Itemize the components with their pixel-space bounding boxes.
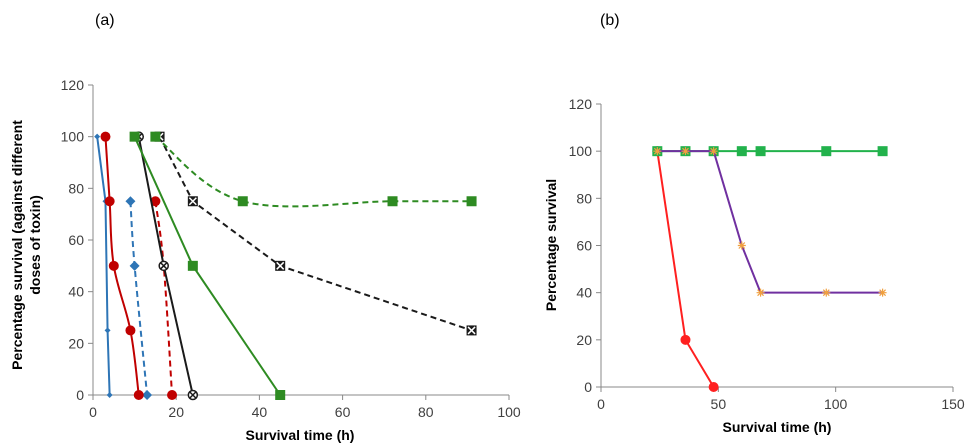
panel-a-series-7 xyxy=(129,131,286,400)
panel-a-series-1 xyxy=(94,133,113,398)
panel-a-series-3-point xyxy=(104,196,115,207)
panel-a-y-tick-label: 40 xyxy=(68,284,84,300)
panel-a-series-8-point xyxy=(237,196,248,207)
panel-a-y-tick-label: 60 xyxy=(68,232,84,248)
panel-a-label: (a) xyxy=(95,12,115,29)
panel-a-x-tick-label: 100 xyxy=(497,404,521,420)
panel-a-series-2-point xyxy=(129,260,140,271)
panel-b-y-tick-label: 80 xyxy=(576,190,592,206)
panel-a-series-2-point xyxy=(142,390,153,400)
panel-a-series-4-point xyxy=(167,390,178,400)
panel-a-series-6-line xyxy=(158,136,472,332)
panel-a-series-1-point xyxy=(106,392,113,398)
panel-a-series-6 xyxy=(154,131,477,336)
panel-b-axes: 0 50 100 150 0 20 40 60 80 100 120 xyxy=(569,96,965,412)
panel-a-series-3-point xyxy=(108,260,119,271)
panel-a-series-3 xyxy=(100,131,144,400)
panel-b-series-3 xyxy=(653,147,887,297)
panel-a-series-7-point xyxy=(187,260,198,271)
panel-a-chart: (a) 0 20 40 60 80 100 0 20 40 60 80 100 120 Survival… xyxy=(9,12,521,443)
panel-b-series-3-point xyxy=(756,288,765,297)
panel-b-x-tick-label: 150 xyxy=(941,396,965,412)
panel-b-chart: (b) 0 50 100 150 0 20 40 60 80 100 120 Survival ti… xyxy=(543,12,965,435)
panel-b-y-tick-label: 20 xyxy=(576,332,592,348)
panel-b-series xyxy=(652,146,888,392)
panel-a-series-2-line xyxy=(129,201,149,396)
panel-a-x-tick-label: 0 xyxy=(89,404,97,420)
panel-a-series-8-point xyxy=(387,196,398,207)
panel-a-series-6-point xyxy=(275,260,286,271)
panel-b-series-3-point xyxy=(681,147,690,156)
panel-a-series-1-point xyxy=(104,327,111,334)
panel-b-series-3-point xyxy=(822,288,831,297)
panel-a-series-5-point xyxy=(158,260,169,272)
panel-a-series-7-point xyxy=(129,131,140,142)
panel-a-series-6-point xyxy=(187,196,198,207)
panel-a-series-8-point xyxy=(150,131,161,142)
panel-a-series-3-point xyxy=(133,390,144,400)
panel-a-x-tick-label: 80 xyxy=(418,404,434,420)
panel-b-x-tick-label: 100 xyxy=(824,396,848,412)
panel-a-y-tick-label: 80 xyxy=(68,180,84,196)
panel-a-series-8-line xyxy=(154,135,472,208)
panel-b-series-3-point xyxy=(709,147,718,156)
panel-b-x-axis-title: Survival time (h) xyxy=(723,419,832,435)
panel-a-y-tick-label: 20 xyxy=(68,335,84,351)
panel-a-series-3-point xyxy=(125,325,136,336)
panel-a-series-1-line xyxy=(96,136,111,396)
panel-a-series-4-line xyxy=(154,201,174,396)
panel-b-series-1 xyxy=(652,146,719,392)
panel-b-x-tick-label: 50 xyxy=(711,396,727,412)
panel-a-x-tick-label: 60 xyxy=(335,404,351,420)
panel-a-y-tick-label: 120 xyxy=(61,77,85,93)
panel-b-x-tick-label: 0 xyxy=(597,396,605,412)
panel-a-x-axis-title: Survival time (h) xyxy=(246,427,355,443)
panel-a-series-2-point xyxy=(125,196,136,207)
panel-b-y-tick-label: 0 xyxy=(584,379,592,395)
panel-a-series-4 xyxy=(150,196,178,400)
panel-a-series-2 xyxy=(125,196,153,400)
panel-b-series-3-point xyxy=(653,147,662,156)
panel-b-series-1-point xyxy=(708,382,719,392)
panel-b-y-axis-title: Percentage survival xyxy=(543,179,559,311)
panel-a-series-6-point xyxy=(466,325,477,336)
panel-b-y-tick-label: 40 xyxy=(576,285,592,301)
panel-a-series-7-line xyxy=(133,136,282,396)
panel-b-series-2-point xyxy=(755,146,766,157)
panel-b-series-2-point xyxy=(821,146,832,157)
panel-a-series-8 xyxy=(150,131,477,208)
panel-a-y-axis-title-line-1: Percentage survival (against different xyxy=(9,120,25,370)
panel-a-series xyxy=(94,131,477,401)
panel-b-series-2-point xyxy=(877,146,888,157)
panel-a-series-1-point xyxy=(94,133,101,140)
panel-b-label: (b) xyxy=(600,12,620,29)
panel-a-series-8-point xyxy=(466,196,477,207)
panel-a-series-5-point xyxy=(187,389,199,401)
panel-b-series-2-point xyxy=(736,146,747,157)
panel-a-y-axis-title-line-2: doses of toxin) xyxy=(27,195,43,295)
panel-b-series-3-line xyxy=(657,150,883,294)
panel-a-y-tick-label: 0 xyxy=(76,387,84,403)
panel-b-y-tick-label: 120 xyxy=(569,96,593,112)
panel-a-x-tick-label: 40 xyxy=(252,404,268,420)
panel-a-y-tick-label: 100 xyxy=(61,129,85,145)
panel-a-x-tick-label: 20 xyxy=(168,404,184,420)
panel-a-series-3-point xyxy=(100,131,111,142)
panel-b-series-3-point xyxy=(737,241,746,250)
panel-b-series-3-point xyxy=(878,288,887,297)
panel-b-y-tick-label: 60 xyxy=(576,238,592,254)
panel-a-axes: 0 20 40 60 80 100 0 20 40 60 80 100 120 xyxy=(61,77,521,420)
panel-a-series-7-point xyxy=(275,390,286,400)
panel-b-y-tick-label: 100 xyxy=(569,143,593,159)
panel-a-series-4-point xyxy=(150,196,161,207)
panel-b-series-1-point xyxy=(680,334,691,345)
panel-b-series-1-line xyxy=(656,151,715,388)
